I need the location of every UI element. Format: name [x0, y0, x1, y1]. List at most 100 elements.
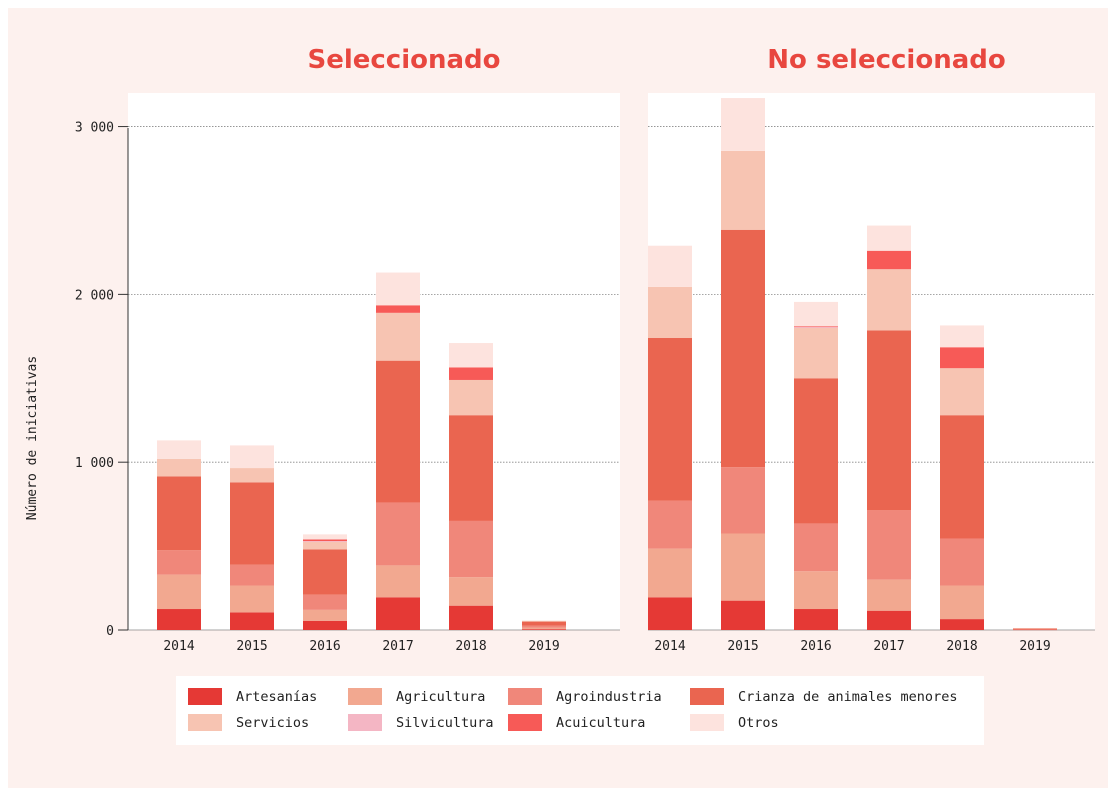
- bar-segment: [157, 609, 201, 630]
- bar-segment: [1013, 629, 1057, 631]
- bar-segment: [867, 225, 911, 251]
- bar-segment: [522, 627, 566, 630]
- bar-segment: [157, 458, 201, 477]
- legend-label: Silvicultura: [396, 715, 494, 731]
- x-tick-label: 2019: [528, 639, 559, 654]
- bar-segment: [1013, 628, 1057, 630]
- bar-segment: [157, 550, 201, 575]
- bar-segment: [376, 272, 420, 306]
- bar-segment: [648, 338, 692, 501]
- bar-segment: [940, 325, 984, 348]
- bar-segment: [449, 605, 493, 630]
- bar-segment: [940, 585, 984, 620]
- bar-segment: [376, 502, 420, 566]
- legend-label: Artesanías: [236, 689, 317, 705]
- legend-label: Agricultura: [396, 689, 485, 705]
- bar-segment: [1013, 627, 1057, 629]
- bar-segment: [376, 305, 420, 313]
- bar-segment: [867, 269, 911, 331]
- bar-segment: [449, 577, 493, 606]
- bar-segment: [940, 538, 984, 586]
- bar-segment: [449, 379, 493, 416]
- bar-segment: [648, 597, 692, 630]
- bar-segment: [867, 330, 911, 511]
- x-tick-label: 2018: [455, 639, 486, 654]
- y-axis-label: Número de iniciativas: [25, 356, 40, 520]
- legend-swatch: [690, 688, 724, 705]
- bar-segment: [648, 500, 692, 549]
- legend-label: Acuicultura: [556, 715, 645, 731]
- legend-swatch: [508, 688, 542, 705]
- bar-segment: [157, 476, 201, 551]
- bar-segment: [721, 467, 765, 534]
- x-tick-label: 2014: [654, 639, 685, 654]
- x-tick-label: 2018: [946, 639, 977, 654]
- bar-segment: [449, 415, 493, 521]
- legend-swatch: [690, 714, 724, 731]
- bar-segment: [303, 620, 347, 630]
- bar-segment: [522, 629, 566, 630]
- bar-segment: [230, 482, 274, 565]
- x-tick-label: 2015: [236, 639, 267, 654]
- legend-label: Otros: [738, 715, 779, 731]
- bar-segment: [230, 468, 274, 483]
- x-tick-label: 2016: [800, 639, 831, 654]
- bar-segment: [940, 368, 984, 416]
- panel-title-2: No seleccionado: [767, 45, 1005, 75]
- bar-segment: [867, 610, 911, 630]
- bar-segment: [449, 367, 493, 380]
- bar-segment: [794, 523, 838, 572]
- legend-swatch: [348, 714, 382, 731]
- y-tick-label: 3 000: [75, 121, 114, 136]
- bar-segment: [940, 619, 984, 630]
- bar-segment: [794, 571, 838, 610]
- x-tick-label: 2017: [382, 639, 413, 654]
- bar-segment: [648, 286, 692, 339]
- plot-area-1: [128, 93, 620, 630]
- legend-label: Servicios: [236, 715, 309, 731]
- bar-segment: [522, 621, 566, 626]
- bar-segment: [522, 625, 566, 628]
- y-tick-label: 0: [106, 624, 114, 639]
- legend-swatch: [188, 688, 222, 705]
- bar-segment: [721, 98, 765, 151]
- x-tick-label: 2019: [1019, 639, 1050, 654]
- bar-segment: [867, 579, 911, 611]
- bar-segment: [721, 150, 765, 230]
- chart-svg: Número de iniciativas 0 1 000 2 000 3 000 Sel…: [25, 45, 1095, 745]
- bar-segment: [303, 541, 347, 542]
- bar-segment: [303, 609, 347, 621]
- bar-segment: [721, 533, 765, 601]
- bar-segment: [303, 534, 347, 540]
- bar-segment: [940, 415, 984, 539]
- chart-frame: Número de iniciativas 0 1 000 2 000 3 000 Sel…: [8, 8, 1108, 788]
- bar-segment: [303, 541, 347, 550]
- legend-swatch: [508, 714, 542, 731]
- x-tick-label: 2015: [727, 639, 758, 654]
- bar-segment: [376, 597, 420, 630]
- bar-segment: [794, 327, 838, 328]
- bar-segment: [376, 360, 420, 503]
- bar-segment: [303, 549, 347, 595]
- y-tick-label: 1 000: [75, 456, 114, 471]
- bar-segment: [230, 585, 274, 613]
- bar-segment: [157, 574, 201, 610]
- legend-label: Crianza de animales menores: [738, 689, 957, 705]
- bar-segment: [794, 327, 838, 379]
- bar-segment: [721, 229, 765, 468]
- bar-segment: [303, 594, 347, 610]
- legend-label: Agroindustria: [556, 689, 662, 705]
- bar-segment: [449, 343, 493, 368]
- bar-segment: [648, 548, 692, 598]
- bar-segment: [1013, 628, 1057, 630]
- legend-swatch: [188, 714, 222, 731]
- bar-segment: [867, 510, 911, 580]
- panel-title-1: Seleccionado: [307, 45, 500, 75]
- bar-segment: [867, 250, 911, 270]
- bar-segment: [794, 326, 838, 328]
- bar-segment: [449, 520, 493, 578]
- bar-segment: [230, 445, 274, 469]
- legend-box: [176, 676, 984, 745]
- bar-segment: [522, 620, 566, 622]
- x-tick-label: 2017: [873, 639, 904, 654]
